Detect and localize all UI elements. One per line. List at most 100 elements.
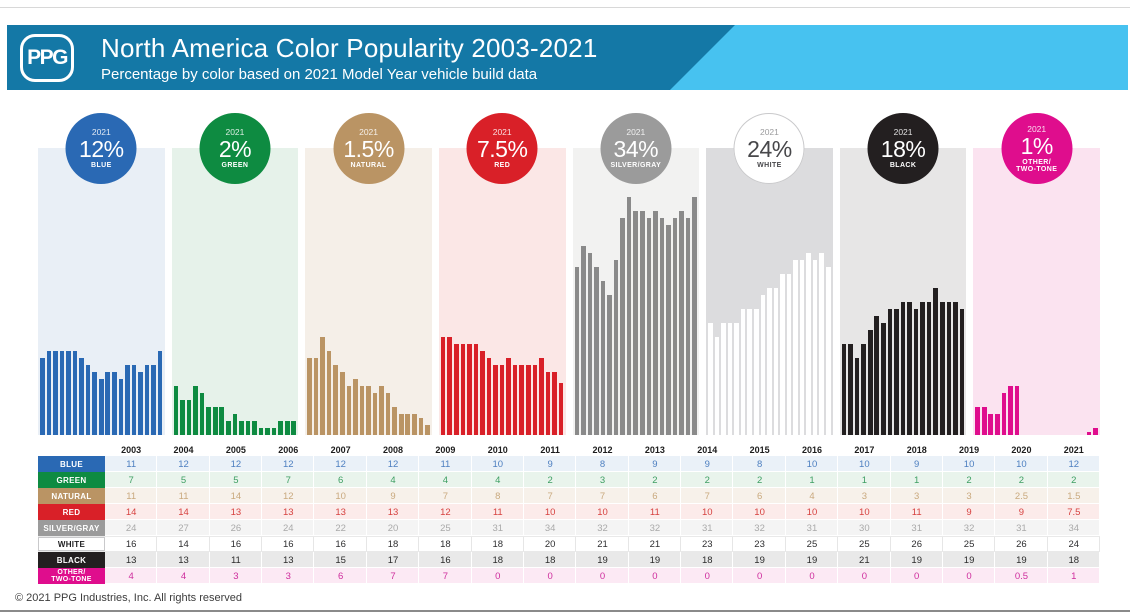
badge-percentage: 7.5% (476, 136, 528, 163)
value-cell-white-2011: 20 (523, 537, 577, 551)
bar-2005 (721, 323, 726, 435)
bar-2016 (659, 218, 665, 435)
value-cell-natural-2008: 9 (366, 488, 420, 504)
value-cell-black-2006: 13 (262, 552, 315, 568)
value-cell-black-2010: 18 (471, 552, 524, 568)
bar-2017 (799, 260, 805, 435)
bar-2015 (385, 393, 391, 435)
color-panel-natural: 2021 1.5% NATURAL (305, 113, 432, 435)
value-cell-blue-2008: 12 (366, 456, 420, 472)
color-panel-green: 2021 2% GREEN (171, 113, 299, 435)
bar-2018 (539, 358, 544, 435)
value-cell-black-2005: 11 (209, 552, 263, 568)
header-titles: North America Color Popularity 2003-2021… (101, 33, 597, 83)
value-cell-white-2008: 18 (366, 537, 420, 551)
value-cell-silver-gray-2019: 32 (942, 520, 996, 536)
bar-2015 (118, 379, 124, 435)
bar-2015 (519, 365, 525, 435)
value-cell-green-2019: 2 (942, 472, 996, 488)
badge-blue: 2021 12% BLUE (65, 113, 137, 184)
bar-2012 (900, 302, 906, 435)
mini-bar-chart (307, 337, 430, 435)
value-cell-natural-2021: 1.5 (1047, 488, 1100, 504)
bar-2007 (1001, 393, 1007, 435)
badge-other-two-tone: 2021 1% OTHER/TWO-TONE (1001, 113, 1073, 184)
bar-2019 (679, 211, 684, 435)
value-cell-black-2008: 17 (366, 552, 420, 568)
bar-2013 (907, 302, 912, 435)
badge-black: 2021 18% BLACK (867, 113, 939, 184)
value-cell-white-2004: 14 (157, 537, 210, 551)
value-cell-green-2016: 1 (785, 472, 839, 488)
bar-2012 (366, 386, 371, 435)
badge-year: 2021 (225, 127, 245, 138)
bar-2019 (812, 260, 818, 435)
value-cell-white-2003: 16 (105, 537, 158, 551)
bar-2011 (226, 421, 231, 435)
value-cell-blue-2013: 9 (628, 456, 682, 472)
bar-2006 (594, 267, 599, 435)
bar-2017 (398, 414, 404, 435)
bar-2014 (780, 274, 785, 435)
value-cell-natural-2013: 6 (628, 488, 682, 504)
badge-color-name: RED (494, 162, 511, 170)
bar-2005 (854, 358, 860, 435)
value-cell-natural-2014: 7 (681, 488, 734, 504)
value-cell-red-2005: 13 (209, 504, 263, 520)
bar-2006 (861, 344, 866, 435)
bar-2008 (72, 351, 78, 435)
bar-2021 (157, 351, 163, 435)
bar-2018 (806, 253, 811, 435)
badge-color-name: BLUE (90, 162, 112, 170)
table-row-green: GREEN 7 5 5 7 6 4 4 4 2 3 2 2 2 1 1 1 2 2 2 (38, 472, 1100, 488)
value-cell-white-2006: 16 (262, 537, 315, 551)
value-cell-red-2007: 13 (314, 504, 367, 520)
value-cell-red-2004: 14 (157, 504, 210, 520)
badge-percentage: 18% (880, 136, 926, 163)
bar-2021 (558, 382, 564, 435)
value-cell-natural-2006: 12 (262, 488, 315, 504)
bar-2004 (46, 351, 52, 435)
bar-2020 (418, 417, 424, 435)
value-cell-green-2020: 2 (995, 472, 1048, 488)
table-row-white: WHITE 16 14 16 16 16 18 18 18 20 21 21 23 23 25 25 26 25 2… (38, 536, 1100, 552)
badge-color-name: OTHER/TWO-TONE (1016, 158, 1058, 174)
bar-2009 (881, 323, 886, 435)
color-panel-blue: 2021 12% BLUE (38, 113, 165, 435)
row-label-chip-white: WHITE (38, 537, 105, 551)
value-cell-black-2007: 15 (314, 552, 367, 568)
bar-2016 (525, 365, 531, 435)
value-cell-other-two-tone-2012: 0 (576, 568, 629, 584)
footer-copyright: © 2021 PPG Industries, Inc. All rights r… (15, 592, 242, 604)
value-cell-white-2007: 16 (314, 537, 367, 551)
mini-bar-chart (173, 386, 297, 435)
ppg-logo-text: PPG (27, 45, 68, 69)
bar-2007 (734, 323, 739, 435)
bar-2010 (219, 407, 225, 435)
badge-percentage: 1.5% (343, 136, 394, 163)
badge-year: 2021 (626, 127, 646, 138)
bar-2014 (379, 386, 384, 435)
value-cell-red-2015: 10 (733, 504, 786, 520)
value-cell-red-2021: 7.5 (1047, 504, 1100, 520)
badge-percentage: 34% (613, 136, 659, 163)
value-cell-white-2010: 18 (471, 537, 524, 551)
bar-2008 (206, 407, 211, 435)
value-cell-natural-2019: 3 (942, 488, 996, 504)
bar-2005 (587, 253, 593, 435)
value-cell-natural-2004: 11 (157, 488, 210, 504)
value-cell-red-2006: 13 (262, 504, 315, 520)
panel-background (171, 148, 299, 435)
value-cell-silver-gray-2011: 34 (523, 520, 577, 536)
bar-2021 (425, 424, 430, 435)
year-header-2003: 2003 (121, 445, 142, 455)
value-cell-silver-gray-2003: 24 (105, 520, 158, 536)
bar-2016 (258, 428, 264, 435)
bar-2005 (453, 344, 459, 435)
ppg-logo: PPG (20, 33, 74, 82)
value-cell-black-2011: 18 (523, 552, 577, 568)
bar-2009 (212, 407, 218, 435)
bar-2009 (79, 358, 84, 435)
mini-bar-chart (440, 337, 564, 435)
panel-background (839, 148, 967, 435)
